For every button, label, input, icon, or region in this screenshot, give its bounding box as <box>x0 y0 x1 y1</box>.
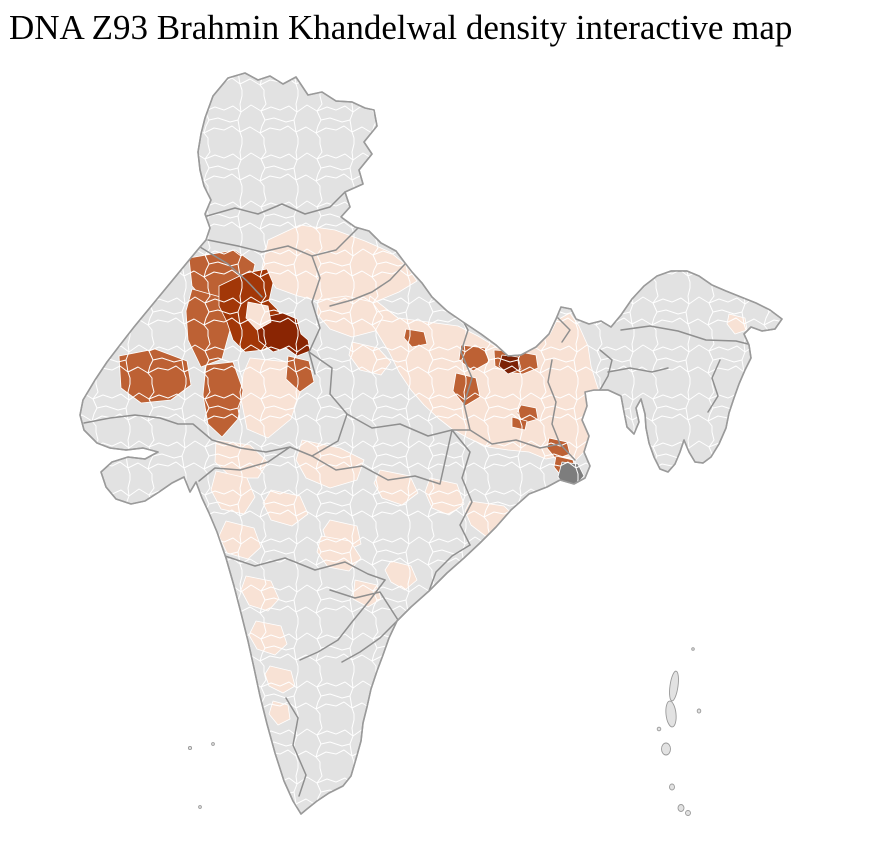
state-border-line <box>469 429 576 461</box>
state-border-line <box>460 320 473 431</box>
country-outline <box>79 72 783 815</box>
state-border-line <box>707 359 721 413</box>
islands <box>187 647 702 816</box>
island <box>677 804 685 812</box>
map-title: DNA Z93 Brahmin Khandelwal density inter… <box>9 8 793 47</box>
district-borders-texture <box>80 73 782 814</box>
island <box>656 726 662 732</box>
island <box>691 647 695 651</box>
state-border-line <box>198 446 291 482</box>
state-border-line <box>451 429 473 546</box>
island <box>669 783 675 791</box>
state-border-line <box>329 263 406 307</box>
state-border-line <box>620 325 749 345</box>
island <box>685 810 691 816</box>
state-border-line <box>199 246 263 298</box>
state-border-line <box>311 429 453 485</box>
state-border-line <box>224 555 386 581</box>
state-border-line <box>547 359 561 445</box>
state-border-line <box>206 191 346 217</box>
state-border-line <box>308 351 348 457</box>
state-border-line <box>83 414 313 457</box>
state-border-line <box>308 255 321 375</box>
state-border-line <box>346 413 471 437</box>
island <box>665 700 677 728</box>
state-border-line <box>428 544 471 592</box>
state-border-line <box>285 697 307 797</box>
state-border-line <box>599 349 613 391</box>
state-border-line <box>299 579 386 661</box>
state-border-line <box>557 317 571 343</box>
state-border-line <box>207 227 359 257</box>
state-border-line <box>329 589 399 621</box>
state-border-line <box>607 367 669 373</box>
island <box>661 742 671 756</box>
island <box>211 742 215 746</box>
island <box>198 805 202 809</box>
state-borders <box>83 191 749 797</box>
state-border-line <box>341 619 399 663</box>
island <box>187 745 193 751</box>
island <box>669 670 679 702</box>
island <box>696 708 702 714</box>
